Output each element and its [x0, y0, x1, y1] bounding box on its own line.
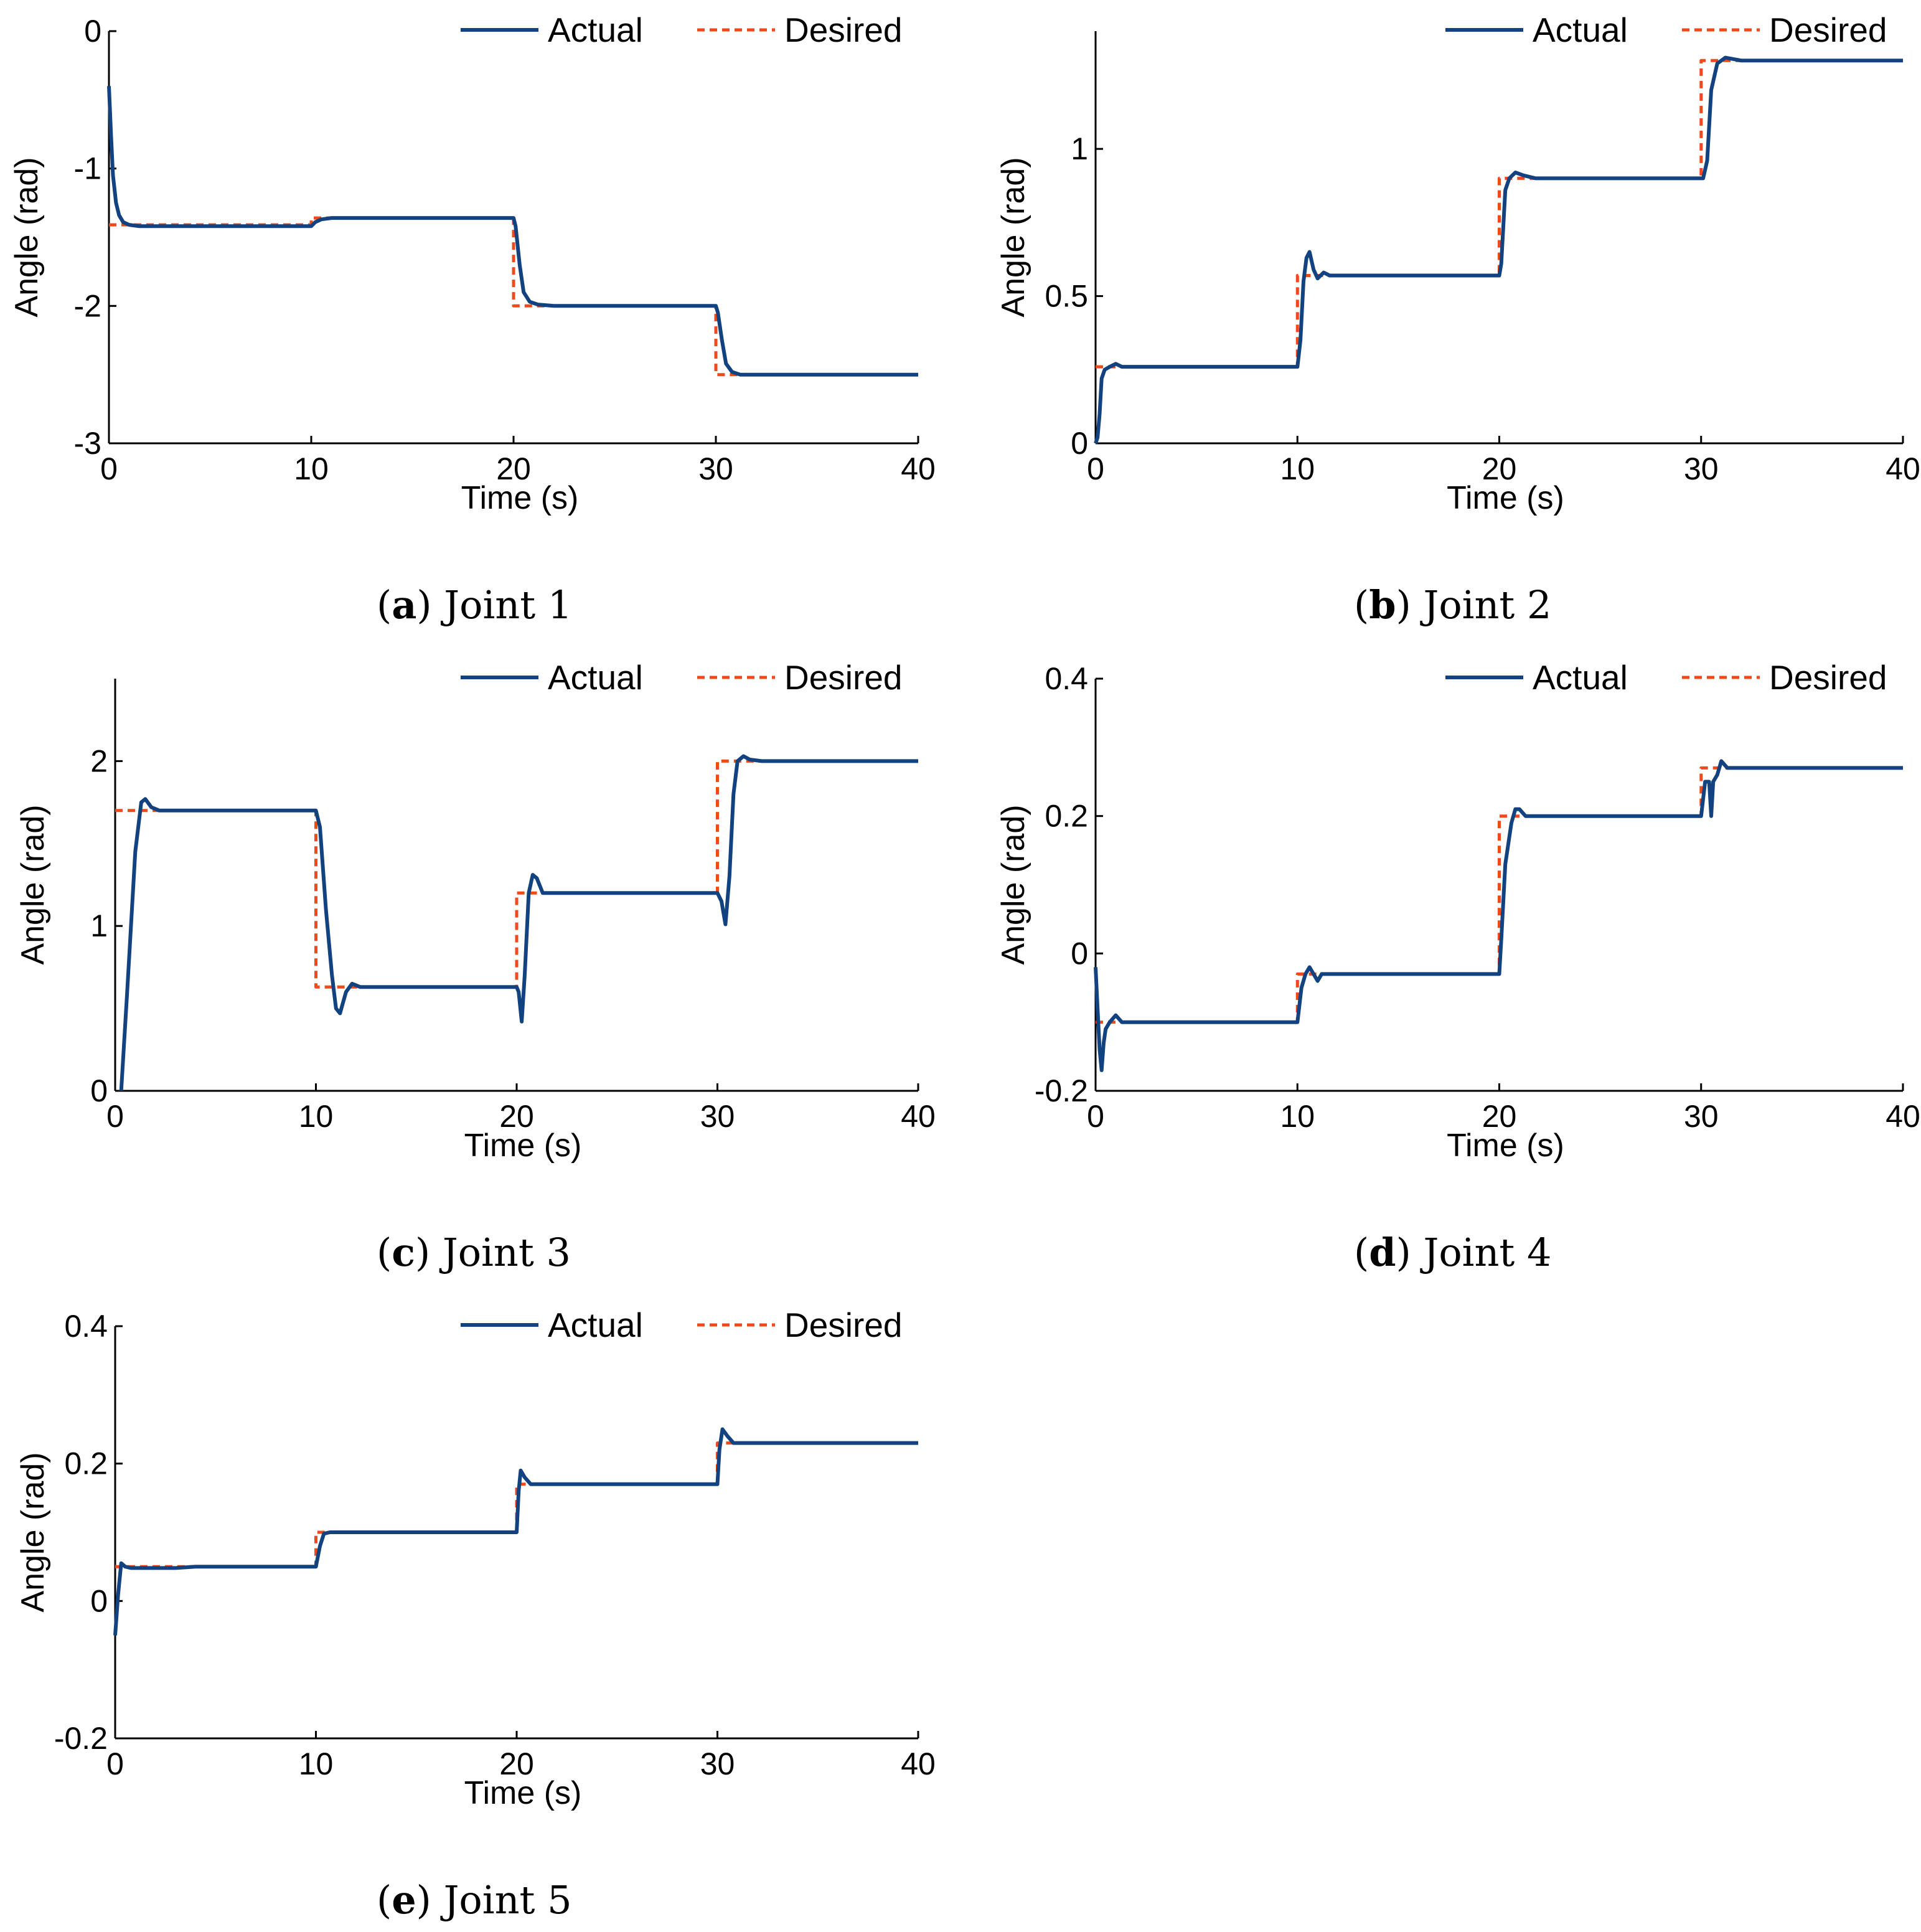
x-tick-label: 40 — [901, 451, 936, 486]
legend-actual-label: Actual — [548, 1306, 643, 1344]
series-desired-line — [1096, 59, 1903, 369]
x-tick-label: 20 — [499, 1746, 534, 1781]
y-tick-label: 0.4 — [64, 1309, 108, 1344]
series-actual-line — [1094, 759, 1903, 1072]
x-axis-title: Time (s) — [461, 480, 579, 516]
x-axis-title: Time (s) — [1447, 480, 1564, 516]
x-tick-label: 40 — [901, 1099, 936, 1134]
y-tick-label: -0.2 — [1035, 1073, 1088, 1108]
series-actual-line — [1094, 55, 1903, 444]
x-tick-label: 10 — [294, 451, 329, 486]
series-desired-line — [115, 759, 918, 989]
x-tick-label: 20 — [1482, 451, 1517, 486]
y-tick-label: 0 — [84, 14, 101, 49]
y-tick-label: -2 — [74, 288, 101, 323]
y-tick-label: 0.5 — [1045, 279, 1088, 314]
chart-joint-2: 0 10 20 30 40 0 0.5 1 Time (s) Angle (rad) Actual D… — [995, 11, 1920, 516]
chart-panel-joint-2: 0 10 20 30 40 0 0.5 1 Time (s) Angle (rad) Actual D… — [971, 0, 1921, 641]
y-tick-label: 1 — [1071, 131, 1088, 166]
x-tick-label: 30 — [1684, 1099, 1719, 1134]
x-tick-label: 10 — [299, 1746, 334, 1781]
x-tick-label: 0 — [1087, 1099, 1104, 1134]
caption-joint-3: (c) Joint 3 — [377, 1230, 571, 1275]
legend-actual-label: Actual — [548, 11, 643, 49]
y-tick-label: 1 — [90, 908, 108, 943]
legend-desired-label: Desired — [784, 658, 903, 697]
caption-joint-4: (d) Joint 4 — [1354, 1230, 1552, 1275]
y-axis-title: Angle (rad) — [995, 804, 1031, 964]
x-tick-label: 30 — [1684, 451, 1719, 486]
y-tick-label: 0 — [90, 1583, 108, 1618]
y-tick-label: 2 — [90, 743, 108, 778]
y-tick-label: -0.2 — [54, 1721, 108, 1756]
y-tick-label: 0 — [90, 1073, 108, 1108]
chart-joint-3: 0 10 20 30 40 0 1 2 Time (s) Angle (rad) Actual Des… — [15, 658, 936, 1164]
series-actual-line — [113, 1427, 918, 1636]
x-tick-label: 40 — [901, 1746, 936, 1781]
y-tick-label: -1 — [74, 151, 101, 186]
chart-panel-joint-4: 0 10 20 30 40 -0.2 0 0.2 0.4 Time (s) Angle (rad) A… — [971, 641, 1921, 1289]
y-tick-label: 0.4 — [1045, 661, 1088, 696]
x-tick-label: 30 — [700, 1099, 735, 1134]
series-desired-line — [109, 216, 918, 377]
y-axis-title: Angle (rad) — [9, 157, 45, 317]
legend-desired-label: Desired — [784, 1306, 903, 1344]
x-tick-label: 30 — [698, 451, 733, 486]
x-tick-label: 10 — [299, 1099, 334, 1134]
y-axis-title: Angle (rad) — [995, 157, 1031, 317]
chart-panel-joint-5: 0 10 20 30 40 -0.2 0 0.2 0.4 Time (s) Angle (rad) A… — [0, 1289, 959, 1932]
legend-desired-label: Desired — [1769, 11, 1887, 49]
x-tick-label: 40 — [1886, 1099, 1920, 1134]
x-tick-label: 0 — [106, 1746, 124, 1781]
y-tick-label: 0.2 — [64, 1446, 108, 1481]
chart-joint-1: 0 10 20 30 40 -3 -2 -1 0 Time (s) Angle (rad) Actua… — [9, 11, 936, 516]
series-actual-line — [107, 86, 918, 377]
series-actual-line — [119, 754, 918, 1091]
y-tick-label: -3 — [74, 426, 101, 461]
x-tick-label: 20 — [499, 1099, 534, 1134]
y-tick-label: 0 — [1071, 426, 1088, 461]
x-tick-label: 0 — [106, 1099, 124, 1134]
legend-actual-label: Actual — [548, 658, 643, 697]
x-axis-title: Time (s) — [464, 1775, 582, 1811]
x-tick-label: 0 — [1087, 451, 1104, 486]
y-axis-title: Angle (rad) — [15, 1452, 51, 1612]
chart-panel-joint-3: 0 10 20 30 40 0 1 2 Time (s) Angle (rad) Actual Des… — [0, 641, 959, 1289]
legend-actual-label: Actual — [1533, 658, 1628, 697]
x-tick-label: 20 — [496, 451, 531, 486]
caption-joint-2: (b) Joint 2 — [1354, 582, 1552, 628]
y-tick-label: 0 — [1071, 936, 1088, 971]
x-tick-label: 40 — [1886, 451, 1920, 486]
legend-desired-label: Desired — [784, 11, 903, 49]
series-desired-line — [1096, 766, 1903, 1024]
caption-joint-5: (e) Joint 5 — [377, 1877, 572, 1923]
x-tick-label: 20 — [1482, 1099, 1517, 1134]
x-tick-label: 10 — [1280, 451, 1315, 486]
chart-panel-joint-1: 0 10 20 30 40 -3 -2 -1 0 Time (s) Angle (rad) Actua… — [0, 0, 959, 641]
y-tick-label: 0.2 — [1045, 799, 1088, 834]
x-axis-title: Time (s) — [1447, 1128, 1564, 1164]
x-axis-title: Time (s) — [464, 1128, 582, 1164]
legend-actual-label: Actual — [1533, 11, 1628, 49]
legend-desired-label: Desired — [1769, 658, 1887, 697]
y-axis-title: Angle (rad) — [15, 804, 51, 964]
caption-joint-1: (a) Joint 1 — [377, 582, 573, 628]
x-tick-label: 0 — [100, 451, 118, 486]
x-tick-label: 30 — [700, 1746, 735, 1781]
x-tick-label: 10 — [1280, 1099, 1315, 1134]
